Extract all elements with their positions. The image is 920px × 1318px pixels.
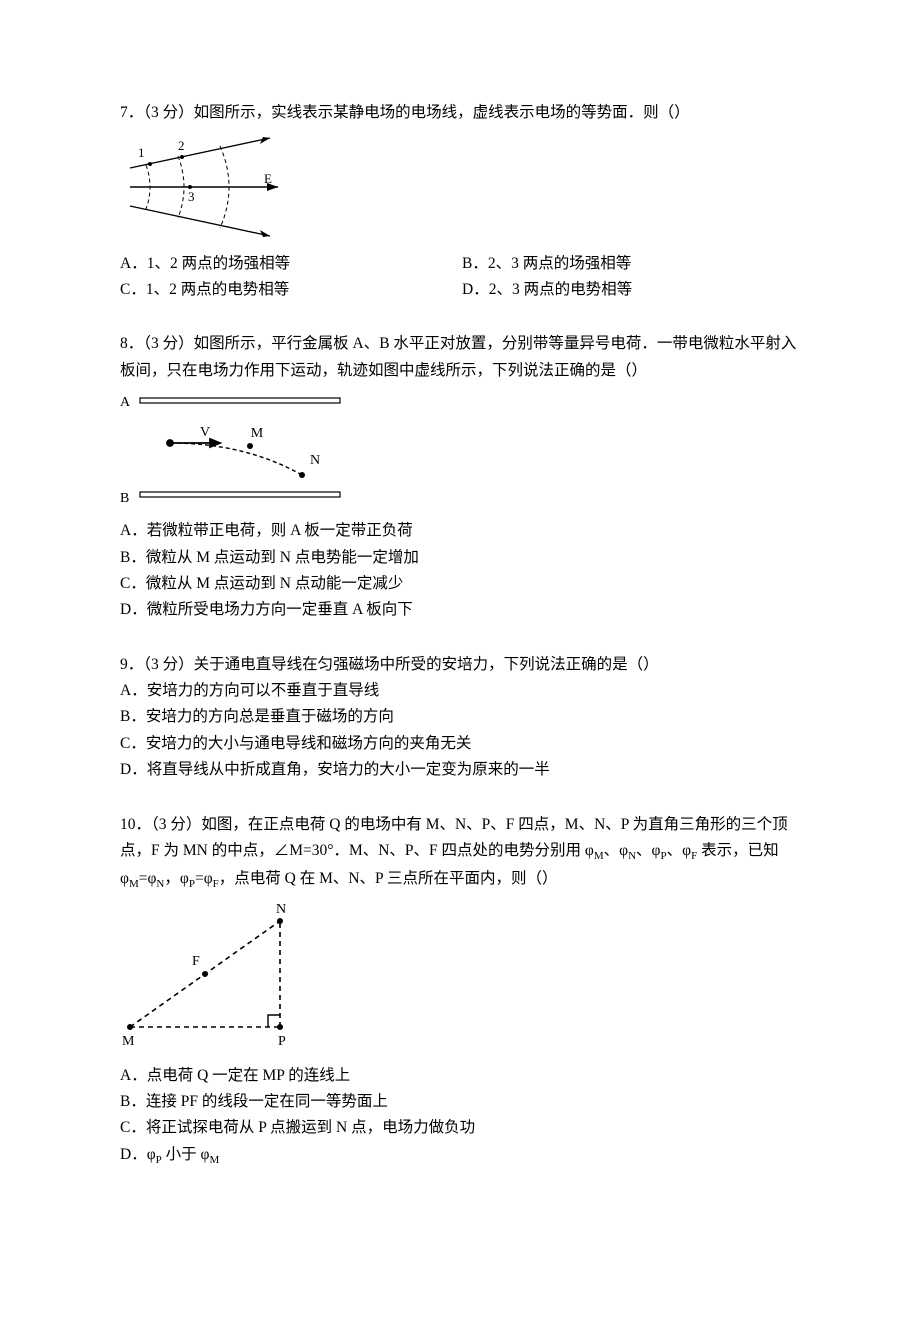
q7-option-B: B．2、3 两点的场强相等 (462, 251, 804, 277)
q10-D-sub-M: M (209, 1154, 219, 1166)
q9-option-A: A．安培力的方向可以不垂直于直导线 (120, 678, 804, 704)
q8-label-B: B (120, 491, 129, 505)
q7-label-3: 3 (188, 189, 195, 204)
q8-label-V: V (200, 425, 210, 440)
q8-label-M: M (251, 426, 264, 441)
q8-label-N: N (310, 453, 320, 468)
question-9: 9．（3 分）关于通电直导线在匀强磁场中所受的安培力，下列说法正确的是（） A．… (120, 652, 804, 784)
q7-option-D: D．2、3 两点的电势相等 (462, 277, 804, 303)
q7-label-1: 1 (138, 145, 145, 160)
q7-option-C: C．1、2 两点的电势相等 (120, 277, 462, 303)
q10-label-N: N (276, 902, 286, 917)
question-10: 10．（3 分）如图，在正点电荷 Q 的电场中有 M、N、P、F 四点，M、N、… (120, 812, 804, 1170)
q10-option-B: B．连接 PF 的线段一定在同一等势面上 (120, 1089, 804, 1115)
q10-stem-part4: 、φ (667, 842, 691, 859)
q10-stem-part3: 、φ (636, 842, 660, 859)
q10-D-part1: D．φ (120, 1146, 156, 1163)
q7-figure: 1 2 3 E (120, 132, 804, 246)
q10-label-P: P (278, 1034, 286, 1049)
q8-figure: A B V M N (120, 390, 804, 514)
q9-stem: 9．（3 分）关于通电直导线在匀强磁场中所受的安培力，下列说法正确的是（） (120, 652, 804, 678)
q7-options-row1: A．1、2 两点的场强相等 B．2、3 两点的场强相等 (120, 251, 804, 277)
q8-option-B: B．微粒从 M 点运动到 N 点电势能一定增加 (120, 545, 804, 571)
q10-figure: M P N F (120, 899, 804, 1058)
q10-option-C: C．将正试探电荷从 P 点搬运到 N 点，电场力做负功 (120, 1115, 804, 1141)
q7-label-2: 2 (178, 138, 185, 153)
q7-stem: 7．（3 分）如图所示，实线表示某静电场的电场线，虚线表示电场的等势面．则（） (120, 100, 804, 126)
q10-stem-part6: =φ (139, 870, 157, 887)
q10-stem-part2: 、φ (604, 842, 628, 859)
q9-option-B: B．安培力的方向总是垂直于磁场的方向 (120, 704, 804, 730)
q10-sub-M-1: M (594, 850, 604, 862)
q8-label-A: A (120, 395, 131, 410)
q9-option-C: C．安培力的大小与通电导线和磁场方向的夹角无关 (120, 731, 804, 757)
q7-options-row2: C．1、2 两点的电势相等 D．2、3 两点的电势相等 (120, 277, 804, 303)
q8-option-A: A．若微粒带正电荷，则 A 板一定带正负荷 (120, 518, 804, 544)
q10-D-part2: 小于 φ (162, 1146, 210, 1163)
q10-sub-M-2: M (129, 878, 139, 890)
q9-option-D: D．将直导线从中折成直角，安培力的大小一定变为原来的一半 (120, 757, 804, 783)
q7-option-A: A．1、2 两点的场强相等 (120, 251, 462, 277)
q10-sub-N-1: N (628, 850, 636, 862)
q10-stem-part7: ，φ (164, 870, 188, 887)
q8-stem: 8．（3 分）如图所示，平行金属板 A、B 水平正对放置，分别带等量异号电荷．一… (120, 331, 804, 384)
q10-label-F: F (192, 954, 200, 969)
page: 7．（3 分）如图所示，实线表示某静电场的电场线，虚线表示电场的等势面．则（） (0, 0, 920, 1318)
q10-stem: 10．（3 分）如图，在正点电荷 Q 的电场中有 M、N、P、F 四点，M、N、… (120, 812, 804, 894)
q8-option-D: D．微粒所受电场力方向一定垂直 A 板向下 (120, 597, 804, 623)
q7-label-E: E (264, 171, 272, 186)
question-7: 7．（3 分）如图所示，实线表示某静电场的电场线，虚线表示电场的等势面．则（） (120, 100, 804, 303)
q10-label-M: M (122, 1034, 135, 1049)
q8-option-C: C．微粒从 M 点运动到 N 点动能一定减少 (120, 571, 804, 597)
q10-stem-part8: =φ (195, 870, 213, 887)
q10-option-A: A．点电荷 Q 一定在 MP 的连线上 (120, 1063, 804, 1089)
question-8: 8．（3 分）如图所示，平行金属板 A、B 水平正对放置，分别带等量异号电荷．一… (120, 331, 804, 623)
q10-option-D: D．φP 小于 φM (120, 1142, 804, 1170)
q10-stem-part9: ，点电荷 Q 在 M、N、P 三点所在平面内，则（） (219, 870, 558, 887)
